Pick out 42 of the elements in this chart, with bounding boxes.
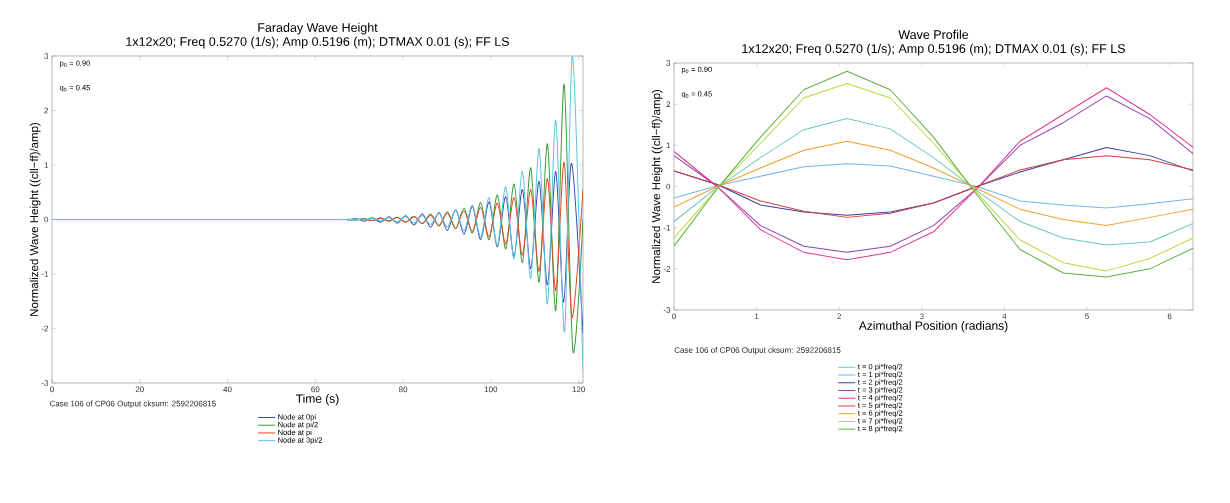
line-series (674, 140, 1194, 227)
chart-title: Wave Profile (898, 29, 969, 39)
x-tick-label: 1 (755, 313, 759, 320)
text: Case 106 of CP06 Output cksum: 2592206815 (674, 347, 841, 355)
x-tick-label: 4 (1002, 313, 1007, 320)
line-series (52, 55, 584, 373)
y-tick-label: 1 (666, 142, 671, 149)
x-tick-label: 80 (398, 386, 408, 393)
x-tick-label: 40 (223, 386, 232, 393)
y-tick-label: 2 (44, 107, 49, 114)
y-tick-label: -3 (41, 380, 49, 386)
y-axis-title: Normalized Wave Height ((cll−ff)/amp) (651, 89, 663, 283)
x-tick-label: 0 (50, 386, 54, 393)
y-axis-title: Normalized Wave Height ((cll−ff)/amp) (29, 122, 41, 316)
x-tick-label: 2 (837, 313, 842, 320)
y-tick-label: -3 (663, 307, 671, 313)
x-tick-label: 0 (672, 313, 676, 320)
y-tick-label: -2 (41, 325, 49, 332)
x-tick-label: 120 (572, 386, 585, 393)
line-series (674, 118, 1194, 246)
y-tick-label: 1 (44, 162, 49, 168)
y-tick-label: 0 (666, 183, 671, 190)
y-tick-label: 0 (44, 216, 49, 223)
x-tick-label: 20 (135, 386, 144, 393)
chart-subtitle: 1x12x20; Freq 0.5270 (1/s); Amp 0.5196 (m); DTMAX 0.01 (s); FF LS (126, 36, 509, 49)
x-axis-title: Time (s) (296, 394, 339, 406)
x-tick-label: 6 (1167, 313, 1172, 320)
y-tick-label: 3 (666, 60, 671, 66)
chart-subtitle: 1x12x20; Freq 0.5270 (1/s); Amp 0.5196 (m); DTMAX 0.01 (s); FF LS (742, 43, 1125, 56)
x-tick-label: 100 (484, 386, 498, 393)
line-series (674, 163, 1194, 209)
y-tick-label: -1 (41, 271, 49, 277)
x-tick-label: 3 (919, 313, 924, 320)
y-tick-label: 2 (666, 101, 671, 107)
x-tick-label: 5 (1085, 313, 1089, 320)
chart-title: Faraday Wave Height (258, 22, 378, 35)
y-tick-label: -2 (663, 266, 671, 272)
y-tick-label: -1 (663, 224, 671, 231)
x-tick-label: 60 (311, 386, 320, 393)
text: Case 106 of CP06 Output cksum: 2592206815 (49, 400, 216, 408)
x-axis-title: Azimuthal Position (radians) (858, 321, 1008, 333)
y-tick-label: 3 (44, 53, 49, 59)
